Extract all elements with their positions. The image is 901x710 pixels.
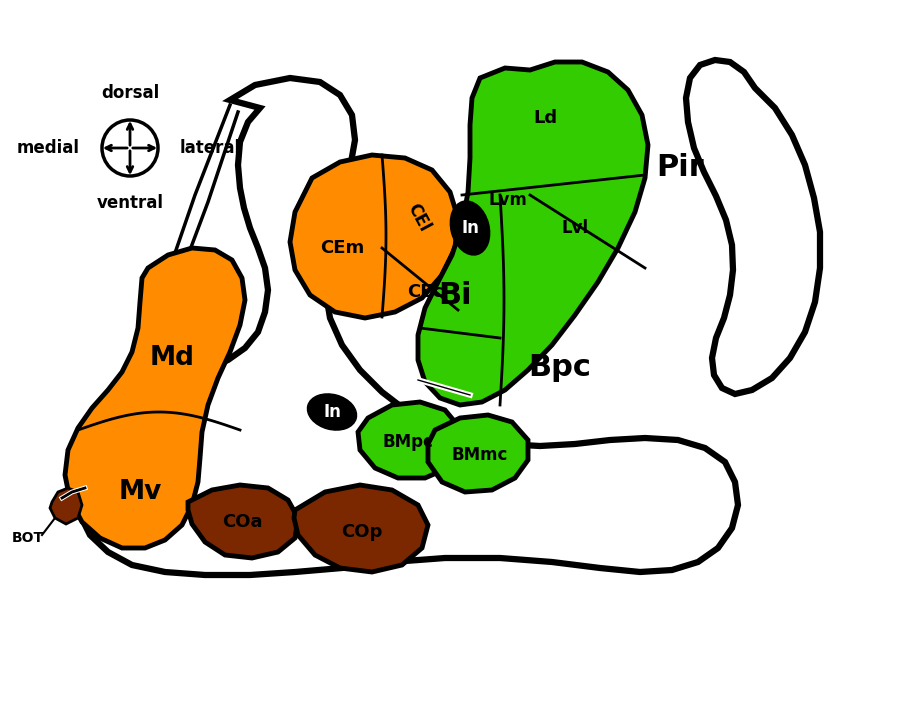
Text: COa: COa [222,513,262,531]
Polygon shape [188,485,298,558]
Polygon shape [65,248,245,548]
Circle shape [102,120,158,176]
Polygon shape [428,415,528,492]
Text: Pir: Pir [656,153,704,182]
Text: medial: medial [17,139,80,157]
Text: Bpc: Bpc [529,354,591,383]
Text: Mv: Mv [118,479,161,505]
Text: Md: Md [150,345,195,371]
Ellipse shape [307,394,357,430]
Polygon shape [290,155,458,318]
Text: Lvl: Lvl [561,219,588,237]
Polygon shape [418,62,648,405]
Text: CEc: CEc [407,283,443,301]
Text: COp: COp [341,523,383,541]
Text: BOT: BOT [12,531,44,545]
Text: lateral: lateral [180,139,241,157]
Text: In: In [461,219,479,237]
Polygon shape [294,485,428,572]
Text: In: In [323,403,341,421]
Ellipse shape [450,201,489,255]
Text: dorsal: dorsal [101,84,159,102]
Polygon shape [358,402,460,478]
Text: Lvm: Lvm [488,191,527,209]
Text: CEm: CEm [320,239,364,257]
Text: CEl: CEl [403,201,432,235]
Text: BMmc: BMmc [451,446,508,464]
Polygon shape [50,488,82,524]
Text: Ld: Ld [532,109,557,127]
Text: Bi: Bi [438,280,472,310]
Text: BMpc: BMpc [383,433,433,451]
Text: ventral: ventral [96,194,163,212]
